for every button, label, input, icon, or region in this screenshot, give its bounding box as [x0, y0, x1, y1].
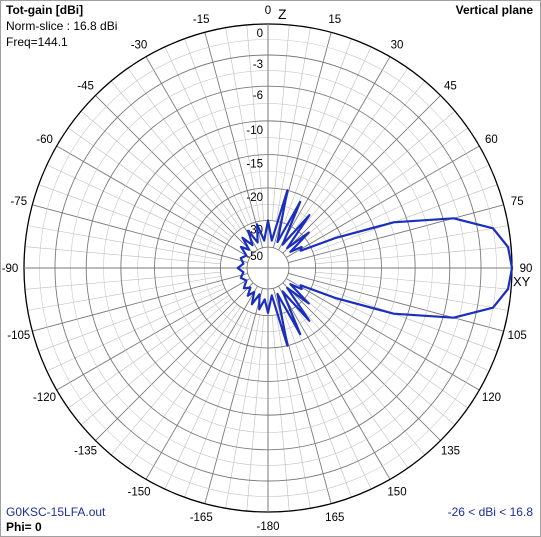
- grid-spoke: [288, 272, 504, 332]
- grid-spoke: [145, 285, 258, 480]
- angle-label: 0: [265, 5, 271, 17]
- grid-spoke: [282, 95, 441, 254]
- grid-spoke: [38, 184, 224, 253]
- angle-label: 150: [387, 486, 406, 498]
- grid-spoke: [110, 304, 238, 456]
- grid-spoke: [127, 67, 241, 230]
- norm-slice-label: Norm-slice : 16.8 dBi: [6, 19, 118, 33]
- angle-label: 120: [482, 392, 501, 404]
- gain-range: -26 < dBi < 16.8: [447, 505, 533, 519]
- angle-label: -15: [193, 14, 210, 26]
- angle-label: 45: [444, 81, 457, 93]
- grid-spoke: [32, 272, 248, 332]
- angle-label: 90: [520, 263, 533, 275]
- angle-label: -60: [36, 134, 53, 146]
- grid-spoke: [56, 145, 251, 258]
- grid-spoke: [67, 127, 230, 241]
- radial-label: -10: [246, 125, 263, 137]
- frequency-label: Freq=144.1: [6, 35, 68, 49]
- grid-spoke: [95, 282, 254, 441]
- grid-spoke: [285, 145, 480, 258]
- grid-spoke: [127, 306, 241, 469]
- grid-spoke: [295, 67, 409, 230]
- angle-label: -45: [77, 81, 94, 93]
- angle-label: 165: [325, 512, 344, 524]
- grid-spoke: [298, 304, 426, 456]
- grid-spoke: [110, 80, 238, 232]
- grid-spoke: [295, 306, 409, 469]
- angle-label: -120: [33, 392, 56, 404]
- grid-spoke: [283, 38, 352, 224]
- angle-label: 60: [485, 134, 498, 146]
- angle-label: 105: [508, 330, 527, 342]
- angle-label: 15: [328, 14, 341, 26]
- horizon-label: XY: [513, 274, 531, 289]
- grid-spoke: [95, 95, 254, 254]
- grid-spoke: [32, 204, 248, 264]
- radial-label: -50: [246, 251, 263, 263]
- radial-label: -20: [246, 192, 263, 204]
- grid-spoke: [298, 80, 426, 232]
- angle-labels: 0153045607590105120135150165-180-165-150…: [2, 5, 533, 533]
- gain-pattern: [236, 189, 514, 347]
- angle-label: 135: [441, 445, 460, 457]
- angle-label: -105: [7, 330, 30, 342]
- angle-label: -75: [10, 196, 27, 208]
- grid-spoke: [315, 271, 512, 290]
- angle-label: -135: [74, 445, 97, 457]
- angle-label: -165: [190, 512, 213, 524]
- angle-label: -150: [127, 486, 150, 498]
- grid-spoke: [80, 110, 232, 238]
- grid-spoke: [278, 56, 391, 251]
- grid-spoke: [184, 38, 253, 224]
- grid-spoke: [204, 32, 264, 248]
- radial-label: 0: [257, 28, 263, 40]
- grid-spoke: [315, 246, 512, 265]
- grid-spoke: [283, 312, 352, 498]
- radial-label: -3: [253, 59, 263, 71]
- grid-spoke: [67, 295, 230, 409]
- grid-spoke: [145, 56, 258, 251]
- angle-label: -180: [256, 521, 279, 533]
- angle-label: -30: [131, 40, 148, 52]
- plane-label: Vertical plane: [455, 3, 533, 17]
- angle-label: 75: [511, 196, 524, 208]
- polar-grid: [23, 23, 513, 513]
- grid-spoke: [304, 298, 456, 426]
- grid-spoke: [38, 283, 224, 352]
- gain-trace: [236, 189, 514, 347]
- file-name: G0KSC-15LFA.out: [6, 505, 106, 519]
- grid-spoke: [24, 246, 221, 265]
- grid-spoke: [56, 278, 251, 391]
- angle-label: 30: [391, 40, 404, 52]
- angle-label: -90: [2, 263, 19, 275]
- chart-title: Tot-gain [dBi]: [6, 3, 84, 17]
- grid-spoke: [285, 278, 480, 391]
- grid-spoke: [288, 204, 504, 264]
- grid-spoke: [80, 298, 232, 426]
- grid-spoke: [184, 312, 253, 498]
- grid-spoke: [312, 184, 498, 253]
- radial-labels: 0-3-6-10-15-20-30-50: [246, 28, 263, 263]
- grid-spoke: [278, 285, 391, 480]
- grid-spoke: [312, 283, 498, 352]
- grid-spoke: [246, 315, 265, 512]
- grid-spoke: [204, 288, 264, 504]
- radial-label: -15: [246, 159, 263, 171]
- grid-spoke: [282, 282, 441, 441]
- radial-label: -6: [253, 90, 263, 102]
- zenith-label: Z: [278, 6, 287, 22]
- grid-spoke: [24, 271, 221, 290]
- grid-spoke: [304, 110, 456, 238]
- phi-label: Phi= 0: [6, 520, 42, 534]
